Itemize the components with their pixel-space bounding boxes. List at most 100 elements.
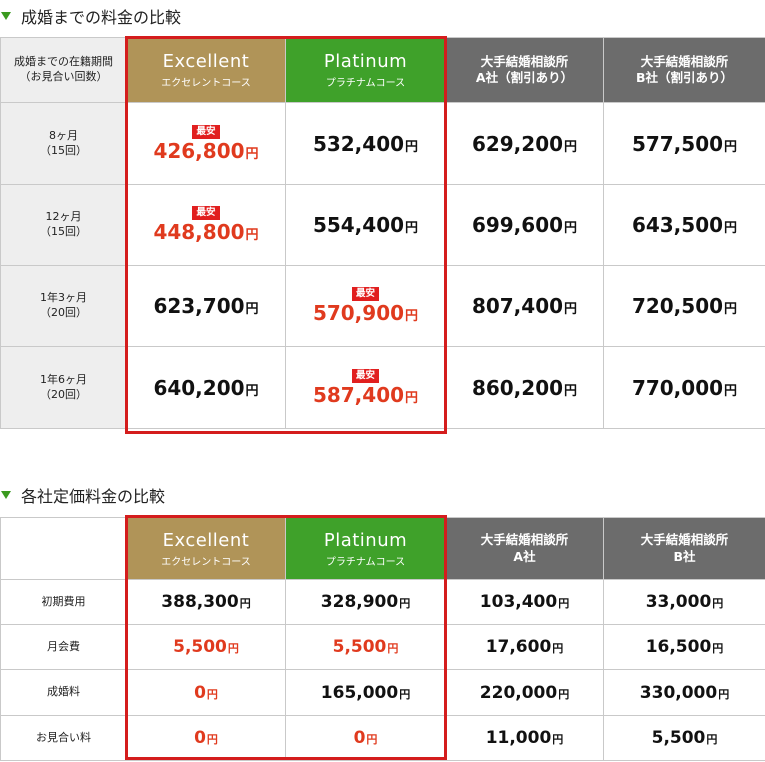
price-number: 587,400 [312,382,405,407]
company-a-header: 大手結婚相談所 A社（割引あり） [445,37,604,103]
yen-unit: 円 [552,642,564,655]
excellent-price-cell: 0円 [126,715,286,761]
company-b-price-cell: 720,500円 [603,265,765,347]
price-value: 770,000円 [632,376,737,400]
company-a-price-cell: 103,400円 [445,579,604,625]
price-value: 623,700円 [153,294,258,318]
period-header: 成婚までの在籍期間 （お見合い回数） [0,37,127,103]
price-value: 16,500円 [646,637,724,657]
excellent-price-cell: 388,300円 [126,579,286,625]
price-value: 330,000円 [640,683,729,703]
company-b-price-cell: 643,500円 [603,184,765,266]
company-a-price-cell: 11,000円 [445,715,604,761]
yen-unit: 円 [724,221,738,236]
yen-unit: 円 [387,642,399,655]
cheapest-badge: 最安 [351,368,379,383]
yen-unit: 円 [724,302,738,317]
yen-unit: 円 [558,687,570,701]
yen-unit: 円 [245,146,259,162]
yen-unit: 円 [405,139,419,155]
price-value: 11,000円 [486,728,564,748]
price-number: 860,200 [471,375,564,400]
platinum-jp-label: プラチナムコース [325,78,406,89]
price-value: 587,400円 [313,383,418,407]
price-number: 16,500 [645,637,712,657]
company-a-price-cell: 860,200円 [445,346,604,429]
price-number: 720,500 [631,294,724,318]
price-number: 532,400 [312,131,405,156]
row-label: お見合い料 [0,715,127,761]
excellent-header: Excellent エクセレントコース [126,517,286,580]
cheapest-badge: 最安 [192,206,220,220]
price-value: 448,800円 [153,220,258,244]
price-number: 448,800 [153,220,245,244]
price-number: 699,600 [471,213,564,237]
yen-unit: 円 [564,383,578,399]
price-value: 640,200円 [153,376,258,400]
platinum-header: Platinum プラチナムコース [285,37,446,103]
price-value: 720,500円 [632,294,737,318]
platinum-jp-label: プラチナムコース [325,556,406,568]
yen-unit: 円 [718,687,730,701]
price-number: 640,200 [153,375,245,400]
yen-unit: 円 [564,139,578,155]
row-label: 1年6ヶ月 （20回） [0,346,127,429]
yen-unit: 円 [724,139,738,155]
yen-unit: 円 [245,228,259,243]
price-value: 577,500円 [632,132,737,156]
yen-unit: 円 [206,733,218,746]
company-a-price-cell: 699,600円 [445,184,604,266]
price-value: 699,600円 [472,213,577,237]
company-b-price-cell: 16,500円 [603,624,765,670]
company-b-price-cell: 770,000円 [603,346,765,429]
price-number: 220,000 [479,682,558,703]
price-value: 103,400円 [480,592,569,612]
yen-unit: 円 [399,597,411,610]
yen-unit: 円 [706,733,718,746]
excellent-en-label: Excellent [162,529,250,551]
table-row: 月会費 5,500円 5,500円 17,600円 16,500円 [0,624,765,670]
row-label: 初期費用 [0,579,127,625]
company-a-price-cell: 629,200円 [445,102,604,185]
table-row: 初期費用 388,300円 328,900円 103,400円 33,000円 [0,579,765,625]
price-number: 330,000 [639,682,718,703]
price-number: 770,000 [631,375,724,400]
yen-unit: 円 [245,302,259,317]
yen-unit: 円 [239,597,251,610]
price-number: 0 [353,728,366,748]
price-number: 5,500 [651,728,706,748]
cheapest-badge: 最安 [192,124,220,139]
table-row: 8ヶ月 （15回） 最安 426,800円 532,400円 629,200円 … [0,102,765,185]
company-b-price-cell: 577,500円 [603,102,765,185]
platinum-en-label: Platinum [323,529,408,551]
row-label: 12ヶ月 （15回） [0,184,127,266]
excellent-price-cell: 623,700円 [126,265,286,347]
excellent-jp-label: エクセレントコース [161,556,251,568]
platinum-price-cell: 最安 587,400円 [285,346,446,429]
price-value: 33,000円 [646,592,724,612]
price-number: 643,500 [631,213,724,237]
price-number: 0 [194,682,206,703]
company-b-price-cell: 33,000円 [603,579,765,625]
row-label: 8ヶ月 （15回） [0,102,127,185]
price-number: 577,500 [631,131,724,156]
platinum-price-cell: 5,500円 [285,624,446,670]
cheapest-badge: 最安 [351,287,379,301]
price-value: 860,200円 [472,376,577,400]
yen-unit: 円 [552,733,564,746]
price-value: 328,900円 [321,592,410,612]
price-value: 532,400円 [313,132,418,156]
excellent-price-cell: 最安 448,800円 [126,184,286,266]
price-value: 5,500円 [333,637,399,657]
price-number: 0 [194,728,206,748]
company-b-header: 大手結婚相談所 B社 [603,517,765,580]
price-table-2: Excellent エクセレントコース Platinum プラチナムコース 大手… [0,517,765,761]
price-value: 629,200円 [472,132,577,156]
triangle-bullet-icon [1,12,11,20]
yen-unit: 円 [405,390,419,406]
company-a-price-cell: 807,400円 [445,265,604,347]
table-row: 1年3ヶ月 （20回） 623,700円 最安 570,900円 807,400… [0,265,765,347]
yen-unit: 円 [366,733,378,746]
price-value: 165,000円 [321,683,410,703]
price-value: 643,500円 [632,213,737,237]
